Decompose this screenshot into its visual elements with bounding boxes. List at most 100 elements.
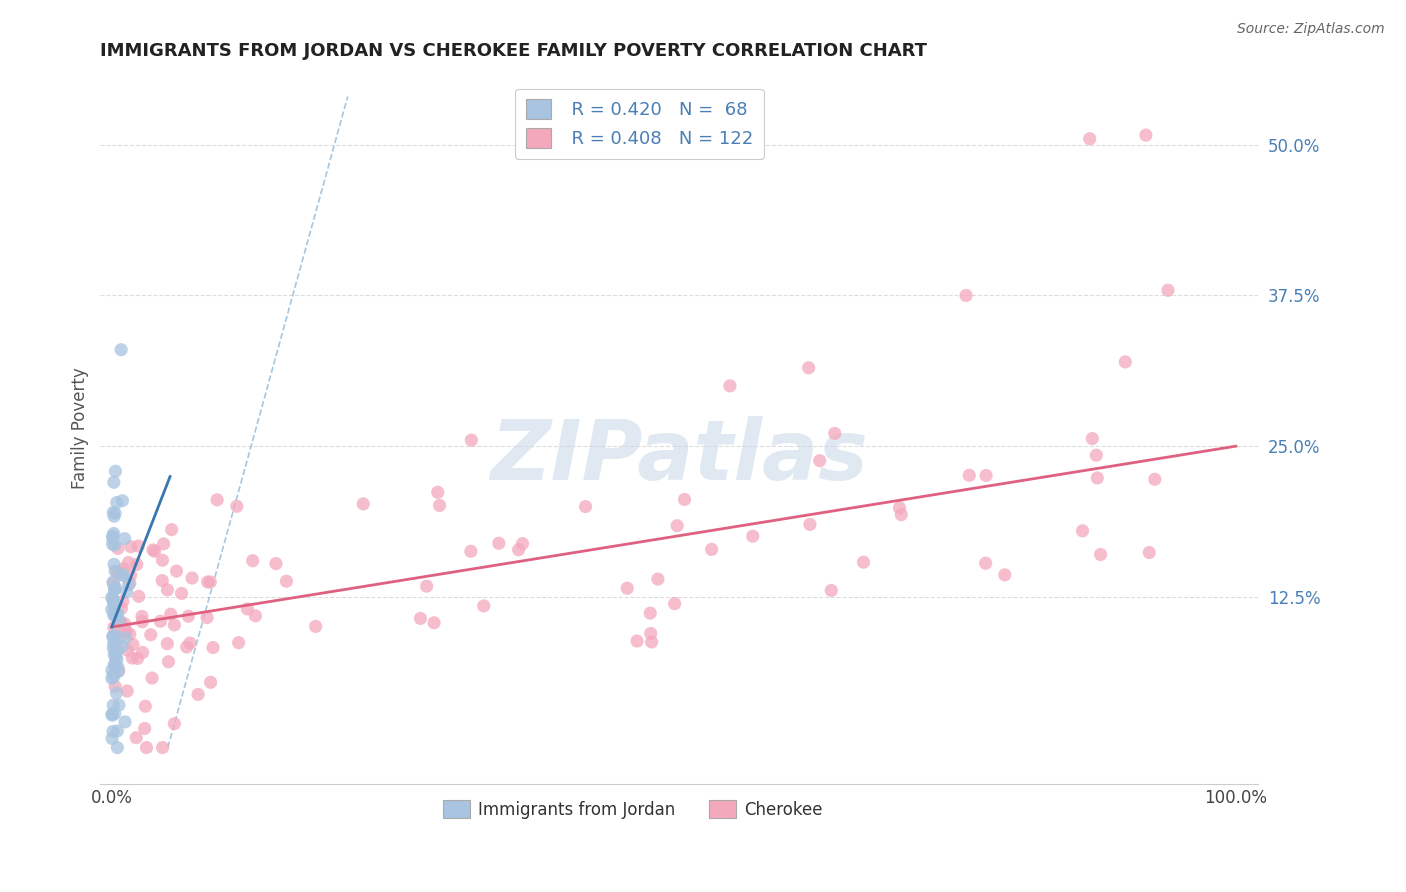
- Point: [110, 615, 132, 629]
- Point: [1143, 472, 1166, 486]
- Point: [152, 537, 174, 551]
- Point: [112, 568, 135, 582]
- Point: [111, 640, 134, 654]
- Point: [105, 644, 128, 658]
- Point: [131, 609, 153, 624]
- Point: [955, 288, 977, 302]
- Point: [673, 492, 696, 507]
- Text: Source: ZipAtlas.com: Source: ZipAtlas.com: [1237, 22, 1385, 37]
- Point: [103, 698, 125, 713]
- Point: [125, 731, 148, 745]
- Point: [104, 608, 127, 623]
- Point: [101, 671, 124, 685]
- Point: [104, 658, 127, 673]
- Point: [141, 671, 163, 685]
- Point: [104, 506, 127, 520]
- Point: [409, 611, 432, 625]
- Point: [824, 426, 846, 441]
- Point: [890, 508, 912, 522]
- Point: [107, 632, 129, 647]
- Point: [994, 567, 1017, 582]
- Point: [105, 644, 128, 658]
- Point: [101, 663, 124, 677]
- Point: [101, 731, 124, 746]
- Point: [304, 619, 326, 633]
- Point: [112, 562, 135, 576]
- Point: [104, 706, 127, 721]
- Point: [115, 585, 138, 599]
- Point: [159, 607, 181, 622]
- Point: [156, 582, 179, 597]
- Point: [114, 631, 136, 645]
- Point: [103, 604, 125, 618]
- Point: [170, 586, 193, 600]
- Point: [889, 500, 911, 515]
- Point: [103, 595, 125, 609]
- Point: [276, 574, 298, 589]
- Point: [104, 581, 127, 595]
- Point: [202, 640, 225, 655]
- Point: [741, 529, 763, 543]
- Point: [143, 544, 166, 558]
- Point: [118, 627, 141, 641]
- Point: [149, 614, 172, 628]
- Point: [100, 603, 122, 617]
- Point: [205, 492, 228, 507]
- Point: [108, 664, 131, 678]
- Point: [120, 568, 142, 582]
- Point: [808, 453, 831, 467]
- Point: [110, 601, 132, 615]
- Legend: Immigrants from Jordan, Cherokee: Immigrants from Jordan, Cherokee: [437, 793, 830, 825]
- Point: [160, 523, 183, 537]
- Point: [104, 640, 127, 655]
- Point: [115, 624, 138, 639]
- Point: [105, 724, 128, 739]
- Point: [142, 543, 165, 558]
- Point: [103, 657, 125, 672]
- Point: [163, 716, 186, 731]
- Point: [103, 666, 125, 681]
- Point: [125, 558, 148, 572]
- Point: [163, 618, 186, 632]
- Point: [105, 740, 128, 755]
- Point: [101, 531, 124, 545]
- Y-axis label: Family Poverty: Family Poverty: [72, 368, 89, 489]
- Point: [1137, 545, 1160, 559]
- Point: [1081, 432, 1104, 446]
- Point: [103, 636, 125, 650]
- Point: [640, 635, 662, 649]
- Point: [181, 571, 204, 585]
- Point: [460, 433, 482, 447]
- Point: [105, 607, 128, 621]
- Point: [157, 655, 180, 669]
- Point: [104, 644, 127, 658]
- Point: [200, 675, 222, 690]
- Point: [197, 574, 219, 589]
- Point: [111, 567, 134, 582]
- Point: [647, 572, 669, 586]
- Point: [176, 640, 198, 654]
- Point: [638, 606, 661, 620]
- Point: [664, 597, 686, 611]
- Point: [110, 343, 132, 357]
- Point: [108, 615, 131, 629]
- Point: [103, 640, 125, 655]
- Point: [128, 590, 150, 604]
- Point: [101, 574, 124, 589]
- Point: [114, 532, 136, 546]
- Point: [200, 574, 222, 589]
- Point: [799, 517, 821, 532]
- Point: [508, 542, 530, 557]
- Point: [105, 495, 128, 509]
- Point: [101, 630, 124, 644]
- Point: [700, 542, 723, 557]
- Point: [626, 634, 648, 648]
- Point: [114, 714, 136, 729]
- Point: [122, 638, 145, 652]
- Point: [166, 564, 188, 578]
- Point: [152, 740, 174, 755]
- Point: [103, 648, 125, 662]
- Point: [104, 628, 127, 642]
- Point: [111, 594, 134, 608]
- Point: [127, 651, 149, 665]
